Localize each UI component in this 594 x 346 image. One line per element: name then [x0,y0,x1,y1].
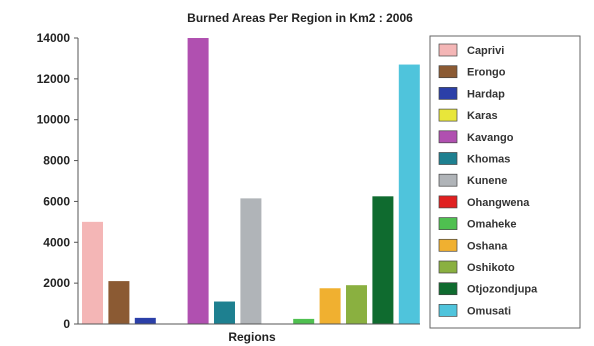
bar-oshikoto [346,285,367,324]
axes [77,38,420,325]
legend-label-oshana: Oshana [467,240,508,252]
y-tick-label: 0 [63,317,70,331]
y-tick-label: 14000 [37,31,71,45]
bar-otjozondjupa [372,196,394,324]
bar-omusati [398,64,420,325]
x-axis-label: Regions [228,330,276,344]
legend-label-karas: Karas [467,110,498,122]
legend-swatch-oshikoto [438,260,458,274]
legend-label-ohangwena: Ohangwena [467,197,530,209]
bar-kunene [240,198,262,324]
y-tick-label: 8000 [43,154,70,168]
legend-label-erongo: Erongo [467,67,506,79]
legend-swatch-karas [438,108,458,122]
legend-label-oshikoto: Oshikoto [467,262,515,274]
legend-label-kavango: Kavango [467,132,514,144]
legend-label-otjozondjupa: Otjozondjupa [467,284,538,296]
legend-label-khomas: Khomas [467,154,510,166]
y-tick-label: 2000 [43,276,70,290]
legend-box [429,35,581,329]
legend: Caprivi Erongo Hardap Karas Kavango Khomas Kun… [429,35,581,329]
legend-swatch-erongo [438,65,458,79]
legend-label-omusati: Omusati [467,305,511,317]
bar-omaheke [293,318,315,324]
legend-swatch-omusati [438,304,458,317]
bar-khomas [214,301,235,324]
y-axis-ticks: 0 2000 4000 6000 8000 10000 12000 14000 [37,31,78,331]
legend-swatch-khomas [438,152,458,165]
bars [82,38,420,325]
y-tick-label: 12000 [37,72,71,86]
legend-swatch-omaheke [438,217,458,230]
legend-swatch-kunene [438,173,458,187]
bar-caprivi [82,221,103,324]
bar-hardap [134,317,156,324]
legend-swatch-ohangwena [438,195,458,209]
y-tick-label: 10000 [37,113,71,127]
legend-swatch-hardap [438,87,458,100]
bar-kavango [187,38,209,324]
legend-label-hardap: Hardap [467,88,505,100]
y-tick-label: 4000 [43,235,70,249]
y-tick-label: 6000 [43,194,70,208]
legend-swatch-oshana [438,238,458,252]
bar-erongo [108,281,130,324]
legend-swatch-otjozondjupa [438,282,458,296]
chart-title: Burned Areas Per Region in Km2 : 2006 [187,11,413,25]
legend-label-omaheke: Omaheke [467,219,517,231]
legend-swatch-kavango [438,130,458,144]
legend-label-kunene: Kunene [467,175,507,187]
bar-oshana [319,288,341,324]
legend-label-caprivi: Caprivi [467,45,504,57]
legend-swatch-caprivi [438,43,458,57]
